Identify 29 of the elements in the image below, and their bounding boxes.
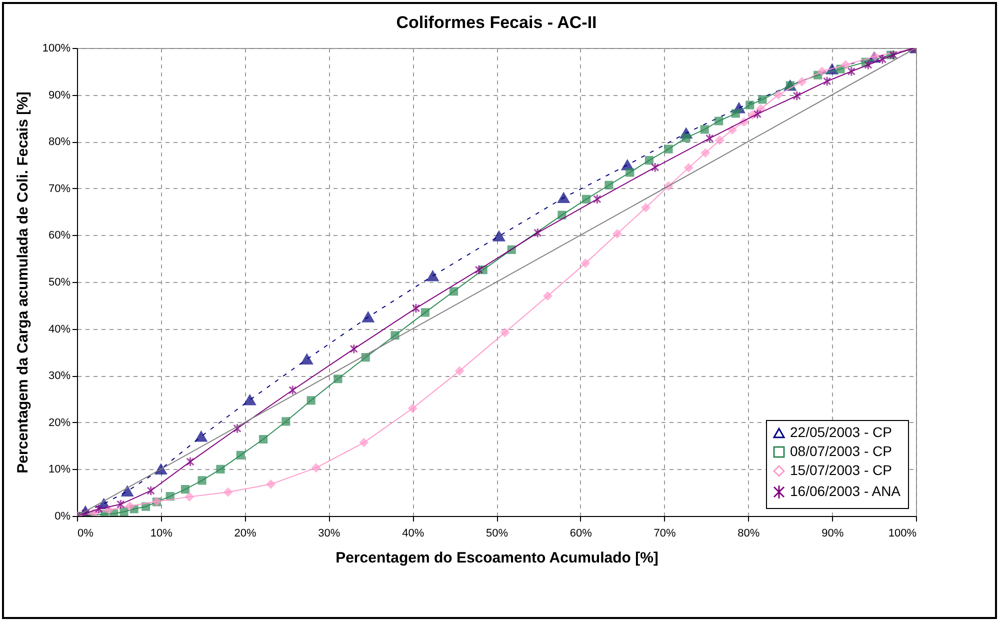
x-tick-label: 20% xyxy=(234,528,257,540)
x-tick-label: 0% xyxy=(78,528,94,540)
y-axis-title: Percentagem da Carga acumulada de Coli. Fecais [%] xyxy=(14,92,32,474)
legend-label: 16/06/2003 - ANA xyxy=(790,483,902,499)
x-tick-label: 50% xyxy=(486,528,508,540)
y-tick-label: 70% xyxy=(48,182,71,195)
x-tick-label: 10% xyxy=(150,528,173,540)
legend-label: 15/07/2003 - CP xyxy=(790,462,892,478)
legend-label: 08/07/2003 - CP xyxy=(790,443,892,459)
y-tick-label: 30% xyxy=(48,370,71,382)
y-tick-label: 100% xyxy=(42,42,71,54)
x-tick-label: 90% xyxy=(822,528,844,540)
x-tick-label: 40% xyxy=(402,528,424,540)
x-tick-label: 60% xyxy=(570,528,592,540)
x-tick-label: 30% xyxy=(318,528,340,540)
y-tick-label: 20% xyxy=(48,416,71,429)
y-tick-label: 50% xyxy=(48,276,71,288)
y-tick-label: 40% xyxy=(48,323,71,336)
legend-label: 22/05/2003 - CP xyxy=(790,424,892,440)
y-tick-label: 80% xyxy=(48,136,71,148)
y-tick-label: 90% xyxy=(48,89,71,102)
y-tick-label: 0% xyxy=(54,510,71,522)
x-tick-label: 70% xyxy=(654,528,676,540)
chart-title: Coliformes Fecais - AC-II xyxy=(396,13,597,32)
y-tick-label: 60% xyxy=(48,230,71,242)
x-tick-label: 100% xyxy=(888,528,917,540)
x-tick-label: 80% xyxy=(738,528,760,540)
y-tick-label: 10% xyxy=(48,464,71,476)
x-axis-title: Percentagem do Escoamento Acumulado [%] xyxy=(336,550,658,566)
